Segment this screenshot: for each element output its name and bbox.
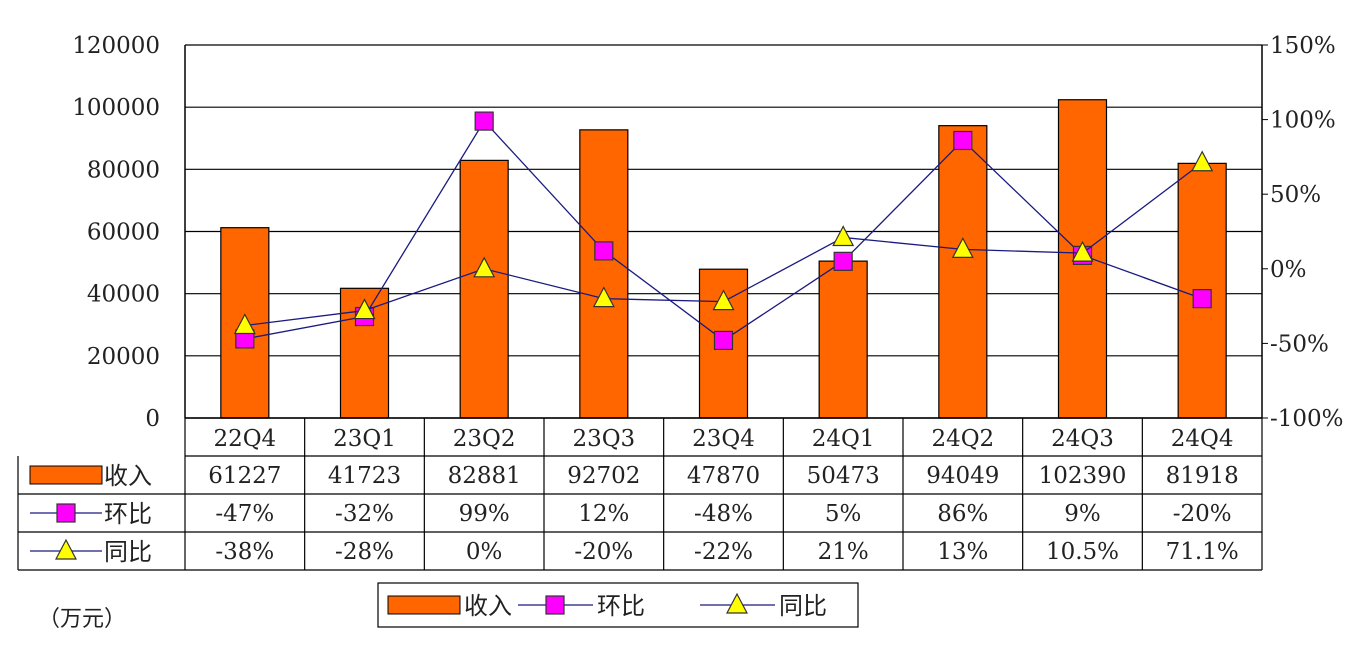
y-tick-label-right: -100% — [1270, 406, 1344, 432]
y-tick-label-right: -50% — [1270, 331, 1329, 357]
x-tick-label: 24Q1 — [812, 426, 875, 452]
table-row-label: 同比 — [104, 538, 152, 566]
table-cell: 13% — [937, 539, 988, 565]
bar — [579, 129, 629, 419]
table-cell: 0% — [466, 539, 503, 565]
y-axis-left-ticks: 0 20000 40000 60000 80000 100000 120000 — [72, 33, 160, 432]
x-tick-label: 23Q3 — [572, 426, 635, 452]
table-cell: -20% — [1173, 501, 1232, 527]
y-tick-label-left: 80000 — [87, 157, 160, 183]
table-cell: -48% — [694, 501, 753, 527]
table-cell: 9% — [1064, 501, 1101, 527]
point-triangle — [233, 313, 256, 335]
table-cell: 5% — [825, 501, 862, 527]
bar — [938, 125, 988, 419]
x-tick-label: 23Q2 — [453, 426, 516, 452]
y-tick-label-left: 100000 — [72, 95, 160, 121]
x-tick-label: 24Q3 — [1051, 426, 1114, 452]
table-cell: -22% — [694, 539, 753, 565]
legend-key-bar — [387, 595, 461, 615]
point-triangle — [592, 286, 615, 308]
table-cell: 10.5% — [1046, 539, 1119, 565]
table-cell: 99% — [459, 501, 510, 527]
point-triangle — [473, 256, 496, 278]
y-tick-label-left: 20000 — [87, 344, 160, 370]
table-cell: 71.1% — [1166, 539, 1239, 565]
table-cell: 61227 — [208, 463, 281, 489]
y-axis-right-ticks: -100% -50% 0% 50% 100% 150% — [1270, 33, 1344, 432]
table-cell: 41723 — [328, 463, 401, 489]
table-key-square — [56, 503, 76, 523]
y-tick-label-left: 0 — [145, 406, 160, 432]
point-triangle — [712, 289, 735, 311]
x-tick-label: 23Q1 — [333, 426, 396, 452]
table-cell: 50473 — [807, 463, 880, 489]
legend-key-square — [545, 595, 565, 615]
x-tick-label: 22Q4 — [213, 426, 276, 452]
y-tick-label-right: 150% — [1270, 33, 1336, 59]
x-tick-label: 23Q4 — [692, 426, 755, 452]
table-key-bar — [29, 465, 103, 485]
y-tick-label-left: 120000 — [72, 33, 160, 59]
table-cell: 92702 — [567, 463, 640, 489]
y-tick-label-left: 60000 — [87, 220, 160, 246]
table-cell: 12% — [578, 501, 629, 527]
point-square — [1192, 289, 1212, 309]
point-triangle — [951, 237, 974, 259]
point-triangle — [1191, 150, 1214, 172]
point-square — [594, 241, 614, 261]
unit-label: （万元） — [38, 607, 126, 632]
table-cell: 86% — [937, 501, 988, 527]
point-triangle — [1071, 240, 1094, 262]
point-square — [713, 330, 734, 351]
point-square — [474, 111, 494, 131]
point-square — [833, 251, 853, 271]
legend-label: 环比 — [597, 592, 645, 620]
table-row-label: 环比 — [104, 500, 152, 528]
legend-label: 收入 — [464, 592, 512, 620]
table-cell: 21% — [818, 539, 869, 565]
table-cell: 47870 — [687, 463, 760, 489]
table-cell: 81918 — [1166, 463, 1239, 489]
y-tick-label-right: 100% — [1270, 108, 1336, 134]
legend-label: 同比 — [779, 592, 827, 620]
table-cell: -32% — [335, 501, 394, 527]
data-table: 22Q4 23Q1 23Q2 23Q3 23Q4 24Q1 24Q2 24Q3 24Q4 收入 61… — [17, 417, 1263, 571]
table-key-triangle — [55, 538, 77, 560]
table-cell: -47% — [215, 501, 274, 527]
table-cell: 82881 — [448, 463, 521, 489]
point-triangle — [832, 225, 855, 247]
table-cell: -28% — [335, 539, 394, 565]
table-cell: -38% — [215, 539, 274, 565]
legend-key-triangle — [726, 592, 748, 614]
table-cell: 94049 — [926, 463, 999, 489]
legend: 收入 环比 同比 — [377, 582, 859, 628]
bar — [459, 159, 509, 419]
x-tick-label: 24Q4 — [1171, 426, 1234, 452]
point-triangle — [353, 298, 376, 320]
point-square — [953, 130, 973, 151]
table-cell: -20% — [574, 539, 633, 565]
bar — [818, 260, 868, 419]
table-row-label: 收入 — [104, 462, 152, 490]
table-cell: 102390 — [1039, 463, 1127, 489]
x-tick-label: 24Q2 — [931, 426, 994, 452]
y-tick-label-right: 0% — [1270, 257, 1307, 283]
line-series — [233, 111, 1214, 351]
y-tick-label-right: 50% — [1270, 182, 1321, 208]
y-tick-label-left: 40000 — [87, 282, 160, 308]
